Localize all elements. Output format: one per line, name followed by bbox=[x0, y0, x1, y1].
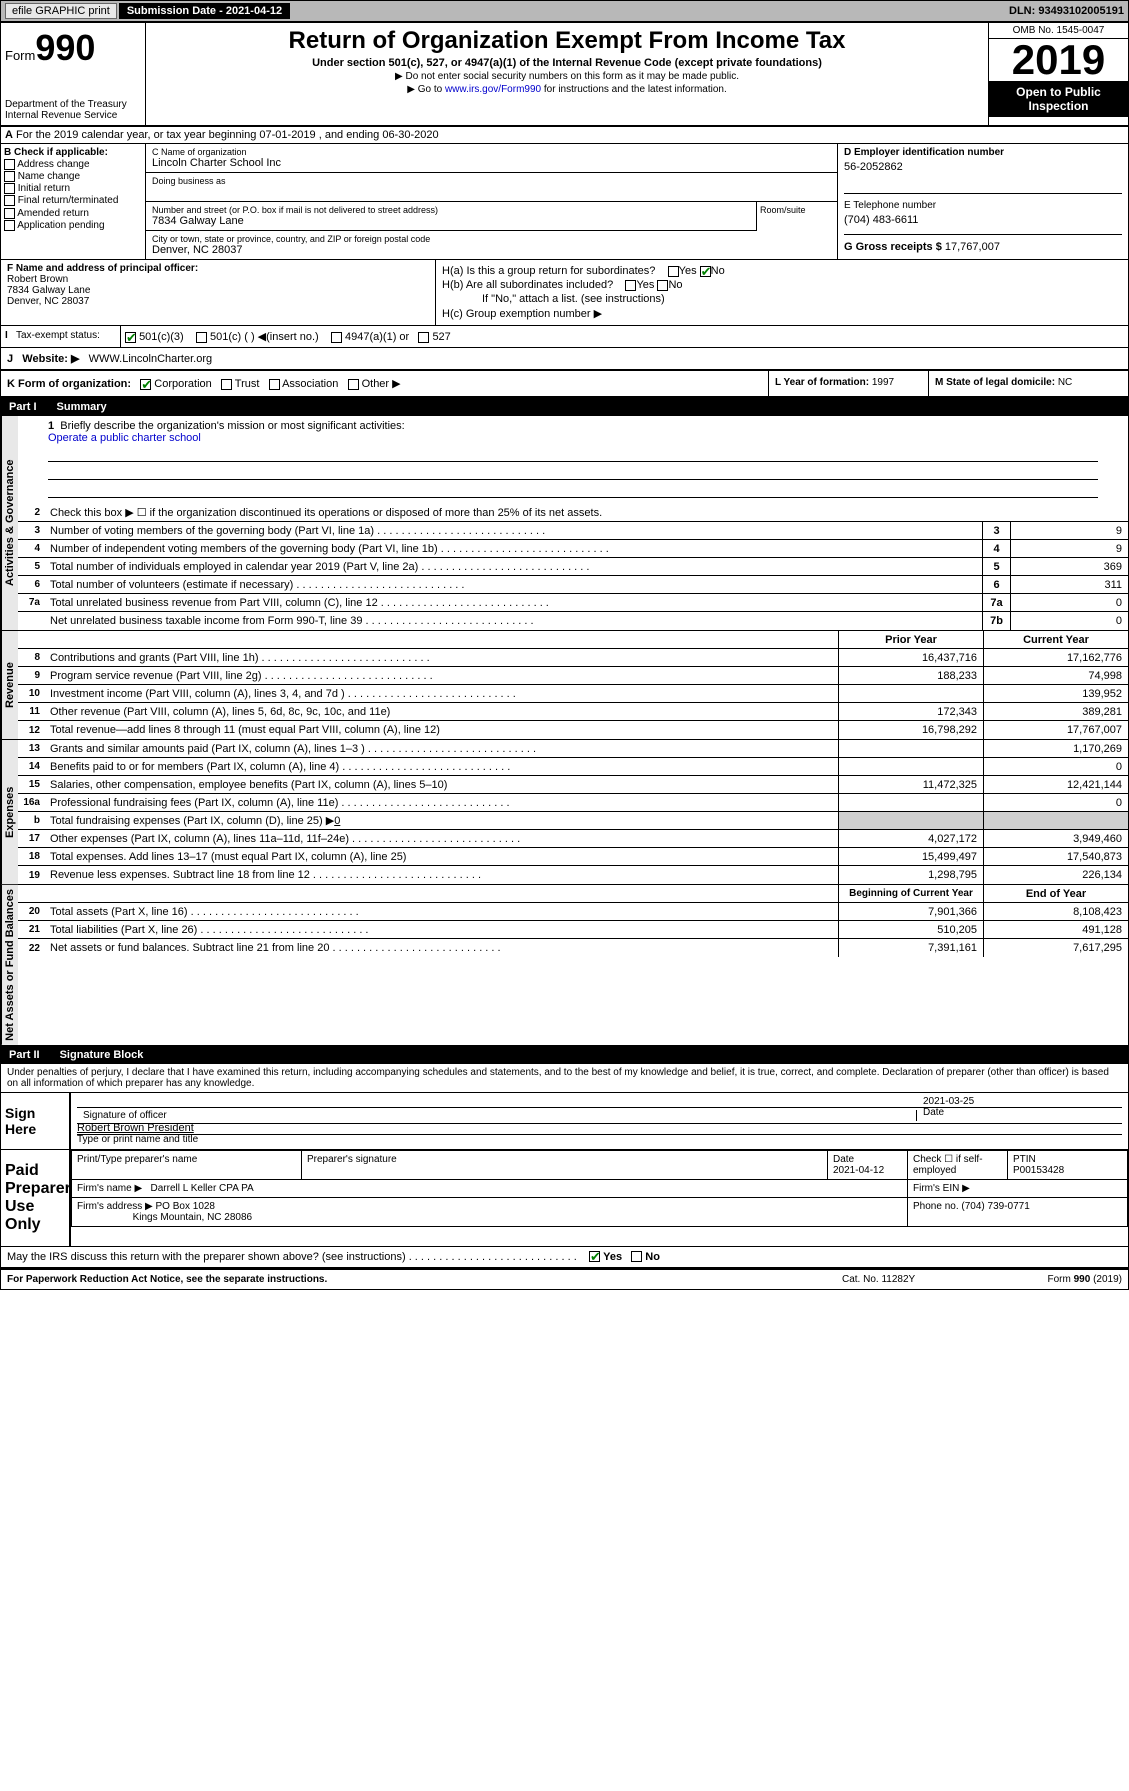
paid-preparer-label: Paid Preparer Use Only bbox=[1, 1150, 71, 1246]
website: WWW.LincolnCharter.org bbox=[89, 353, 212, 365]
efile-button[interactable]: efile GRAPHIC print bbox=[5, 3, 117, 19]
tab-revenue: Revenue bbox=[1, 631, 18, 739]
org-city: Denver, NC 28037 bbox=[152, 244, 831, 256]
part-1-header: Part I Summary bbox=[1, 398, 1128, 416]
org-address: 7834 Galway Lane bbox=[152, 215, 750, 227]
form-number: Form990 bbox=[5, 27, 141, 69]
section-h: H(a) Is this a group return for subordin… bbox=[436, 260, 1128, 325]
top-toolbar: efile GRAPHIC print Submission Date - 20… bbox=[0, 0, 1129, 22]
section-c: C Name of organization Lincoln Charter S… bbox=[146, 144, 838, 259]
gross-receipts: 17,767,007 bbox=[945, 241, 1000, 253]
ein: 56-2052862 bbox=[844, 161, 1122, 173]
ssn-note: ▶ Do not enter social security numbers o… bbox=[154, 71, 980, 82]
phone: (704) 483-6611 bbox=[844, 214, 1122, 226]
tab-expenses: Expenses bbox=[1, 740, 18, 884]
discuss-line: May the IRS discuss this return with the… bbox=[1, 1247, 1128, 1269]
line-j: J Website: ▶ WWW.LincolnCharter.org bbox=[1, 348, 1128, 371]
tax-exempt-status: 501(c)(3) 501(c) ( ) ◀(insert no.) 4947(… bbox=[121, 326, 1128, 347]
perjury-statement: Under penalties of perjury, I declare th… bbox=[1, 1064, 1128, 1093]
line-i-label: I Tax-exempt status: bbox=[1, 326, 121, 347]
form-990: Form990 Department of the Treasury Inter… bbox=[0, 22, 1129, 1290]
org-name: Lincoln Charter School Inc bbox=[152, 157, 831, 169]
form-title: Return of Organization Exempt From Incom… bbox=[154, 27, 980, 55]
department: Department of the Treasury Internal Reve… bbox=[5, 99, 141, 121]
submission-date: Submission Date - 2021-04-12 bbox=[119, 3, 290, 19]
tax-year: 2019 bbox=[989, 39, 1128, 81]
preparer-table: Print/Type preparer's name Preparer's si… bbox=[71, 1150, 1128, 1227]
line-k: K Form of organization: Corporation Trus… bbox=[1, 371, 768, 396]
dln: DLN: 93493102005191 bbox=[1009, 5, 1124, 17]
form-subtitle: Under section 501(c), 527, or 4947(a)(1)… bbox=[154, 57, 980, 69]
section-b: B Check if applicable: Address change Na… bbox=[1, 144, 146, 259]
line-l: L Year of formation: 1997 bbox=[768, 371, 928, 396]
part-2-header: Part II Signature Block bbox=[1, 1046, 1128, 1064]
open-inspection: Open to Public Inspection bbox=[989, 81, 1128, 117]
sign-here-label: Sign Here bbox=[1, 1093, 71, 1149]
tab-governance: Activities & Governance bbox=[1, 416, 18, 630]
mission-link[interactable]: Operate a public charter school bbox=[48, 432, 201, 444]
instructions-link[interactable]: www.irs.gov/Form990 bbox=[445, 84, 541, 95]
line-a: A For the 2019 calendar year, or tax yea… bbox=[1, 127, 1128, 144]
line-m: M State of legal domicile: NC bbox=[928, 371, 1128, 396]
section-f: F Name and address of principal officer:… bbox=[1, 260, 436, 325]
instructions-link-line: ▶ Go to www.irs.gov/Form990 for instruct… bbox=[154, 84, 980, 95]
tab-net-assets: Net Assets or Fund Balances bbox=[1, 885, 18, 1045]
footer: For Paperwork Reduction Act Notice, see … bbox=[1, 1269, 1128, 1289]
